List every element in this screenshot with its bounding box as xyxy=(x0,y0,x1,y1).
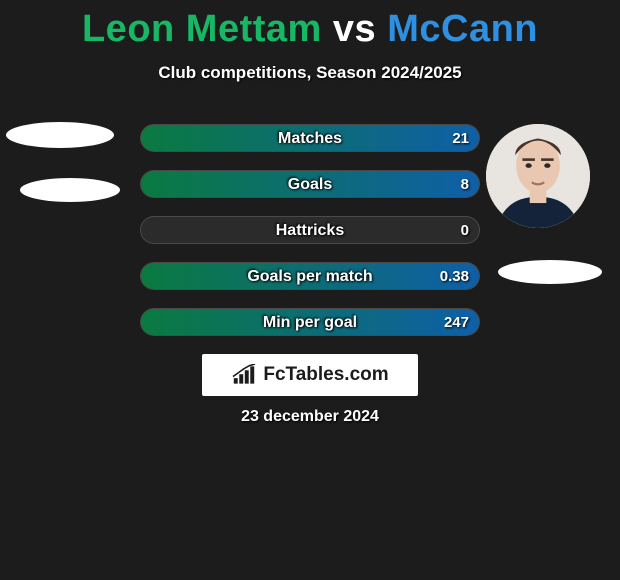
player1-placeholder-ellipse-2 xyxy=(20,178,120,202)
stat-value-right: 0.38 xyxy=(440,263,469,290)
stat-label: Min per goal xyxy=(141,309,479,336)
date-line: 23 december 2024 xyxy=(0,408,620,426)
stat-label: Goals xyxy=(141,171,479,198)
stat-row: Goals per match0.38 xyxy=(140,262,480,290)
player2-avatar xyxy=(486,124,590,228)
subtitle: Club competitions, Season 2024/2025 xyxy=(0,63,620,83)
stats-container: Matches21 Goals8 Hattricks0 Goals per match… xyxy=(140,124,480,354)
stat-value-right: 8 xyxy=(461,171,469,198)
brand-badge: FcTables.com xyxy=(202,354,418,396)
stat-row: Goals8 xyxy=(140,170,480,198)
chart-icon xyxy=(231,364,257,386)
page-title: Leon Mettam vs McCann xyxy=(0,0,620,51)
title-player1: Leon Mettam xyxy=(82,8,322,50)
stat-label: Hattricks xyxy=(141,217,479,244)
brand-text: FcTables.com xyxy=(263,364,388,386)
stat-row: Hattricks0 xyxy=(140,216,480,244)
title-vs: vs xyxy=(333,8,376,50)
stat-row: Matches21 xyxy=(140,124,480,152)
stat-value-right: 0 xyxy=(461,217,469,244)
stat-label: Goals per match xyxy=(141,263,479,290)
player1-placeholder-ellipse-1 xyxy=(6,122,114,148)
stat-row: Min per goal247 xyxy=(140,308,480,336)
avatar-icon xyxy=(486,124,590,228)
stat-label: Matches xyxy=(141,125,479,152)
stat-value-right: 247 xyxy=(444,309,469,336)
title-player2: McCann xyxy=(387,8,538,50)
stat-value-right: 21 xyxy=(452,125,469,152)
player2-placeholder-ellipse xyxy=(498,260,602,284)
